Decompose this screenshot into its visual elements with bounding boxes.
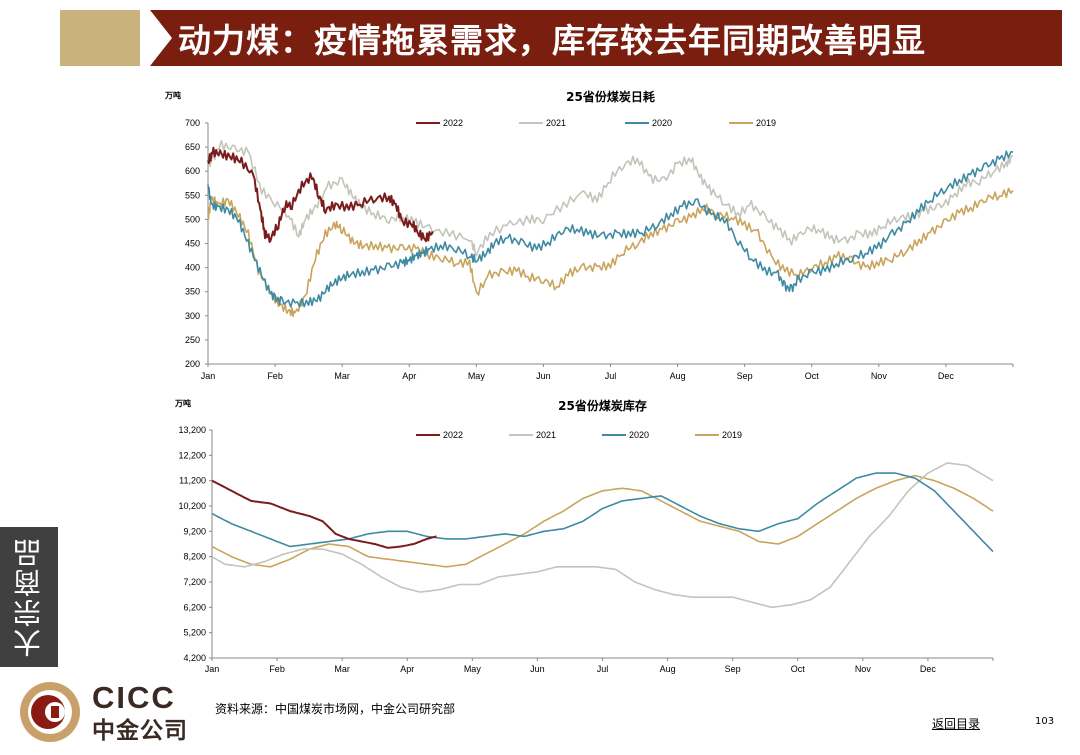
- x-tick-label: Dec: [920, 664, 937, 674]
- y-tick-label: 650: [185, 142, 200, 152]
- back-to-contents-link[interactable]: 返回目录: [932, 717, 981, 731]
- chart-title: 25省份煤炭库存: [558, 398, 647, 413]
- series-line-2022: [207, 146, 434, 243]
- series-line-2021: [207, 139, 1014, 257]
- unit-label: 万吨: [164, 90, 181, 100]
- legend-label-2022: 2022: [443, 118, 463, 128]
- series-line-2022: [211, 479, 437, 549]
- y-tick-label: 6,200: [183, 602, 206, 612]
- y-tick-label: 700: [185, 118, 200, 128]
- y-tick-label: 600: [185, 166, 200, 176]
- y-tick-label: 4,200: [183, 653, 206, 663]
- x-tick-label: Nov: [855, 664, 872, 674]
- banner-chevron-icon: [140, 10, 170, 66]
- legend-label-2019: 2019: [756, 118, 776, 128]
- cicc-logo-icon: [20, 682, 80, 742]
- x-tick-label: Sep: [725, 664, 741, 674]
- x-tick-label: Feb: [269, 664, 285, 674]
- y-tick-label: 300: [185, 311, 200, 321]
- y-tick-label: 13,200: [178, 425, 206, 435]
- chart-title: 25省份煤炭日耗: [566, 89, 655, 104]
- source-note: 资料来源：中国煤炭市场网，中金公司研究部: [215, 702, 456, 716]
- y-tick-label: 5,200: [183, 628, 206, 638]
- legend-label-2019: 2019: [722, 430, 742, 440]
- x-tick-label: Nov: [871, 371, 888, 381]
- x-tick-label: Jan: [201, 371, 216, 381]
- y-tick-label: 11,200: [179, 476, 206, 486]
- x-tick-label: Aug: [670, 371, 686, 381]
- x-tick-label: Jul: [605, 371, 617, 381]
- x-tick-label: Oct: [805, 371, 820, 381]
- x-tick-label: May: [464, 664, 482, 674]
- chart-1: 25省份煤炭日耗 万吨 200 250 300 350 400 450 500 550 600 650…: [164, 89, 1014, 381]
- x-tick-label: Mar: [334, 371, 350, 381]
- x-tick-label: Jul: [597, 664, 609, 674]
- x-tick-label: Aug: [660, 664, 676, 674]
- x-tick-label: Jun: [530, 664, 545, 674]
- title-banner: [150, 10, 1062, 66]
- page-number: 103: [1035, 716, 1055, 727]
- y-tick-label: 8,200: [183, 552, 206, 562]
- x-tick-label: Jun: [536, 371, 551, 381]
- legend-label-2020: 2020: [652, 118, 672, 128]
- y-tick-label: 400: [185, 263, 200, 273]
- x-tick-label: Feb: [267, 371, 283, 381]
- category-tab: [0, 527, 58, 667]
- x-tick-label: Apr: [402, 371, 416, 381]
- y-tick-label: 200: [185, 359, 200, 369]
- legend-label-2020: 2020: [629, 430, 649, 440]
- y-tick-label: 10,200: [178, 501, 206, 511]
- y-tick-label: 350: [185, 287, 200, 297]
- x-tick-label: Dec: [938, 371, 955, 381]
- series-line-2019: [207, 187, 1014, 318]
- x-tick-label: Apr: [400, 664, 414, 674]
- x-tick-label: Jan: [205, 664, 220, 674]
- y-tick-label: 250: [185, 335, 200, 345]
- x-tick-label: May: [468, 371, 486, 381]
- series-line-2021: [211, 462, 994, 609]
- legend-label-2021: 2021: [536, 430, 556, 440]
- x-tick-label: Oct: [791, 664, 806, 674]
- y-tick-label: 7,200: [183, 577, 206, 587]
- legend-label-2021: 2021: [546, 118, 566, 128]
- page-title: 动力煤：疫情拖累需求，库存较去年同期改善明显: [178, 21, 926, 60]
- series-line-2019: [211, 474, 994, 568]
- y-tick-label: 500: [185, 214, 200, 224]
- y-tick-label: 550: [185, 190, 200, 200]
- series-line-2020: [211, 472, 994, 553]
- legend-label-2022: 2022: [443, 430, 463, 440]
- y-tick-label: 450: [185, 239, 200, 249]
- chart-2: 25省份煤炭库存 万吨 4,200 5,200 6,200 7,200 8,200 9,200…: [174, 398, 994, 674]
- banner-accent-block: [60, 10, 140, 66]
- y-tick-label: 12,200: [178, 450, 206, 460]
- unit-label: 万吨: [174, 398, 191, 408]
- y-tick-label: 9,200: [183, 526, 206, 536]
- x-tick-label: Sep: [737, 371, 753, 381]
- charts-canvas: 25省份煤炭日耗万吨200250300350400450500550600650…: [164, 89, 1014, 674]
- x-tick-label: Mar: [334, 664, 350, 674]
- logo-text-cn: 中金公司: [92, 718, 188, 744]
- series-line-2020: [207, 150, 1013, 308]
- logo-text-en: CICC: [92, 680, 176, 715]
